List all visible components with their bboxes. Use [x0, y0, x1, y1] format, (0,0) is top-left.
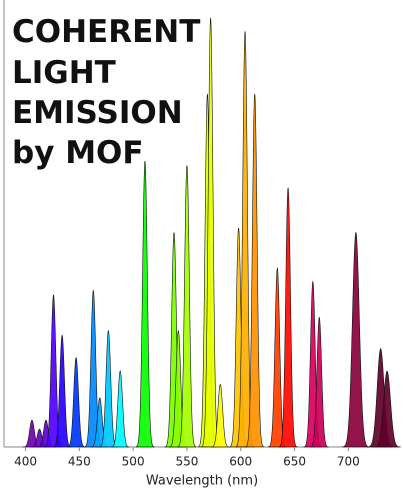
x-tick-label: 650: [283, 455, 306, 469]
peak: [52, 334, 72, 448]
title-line: COHERENT: [12, 14, 200, 50]
peak: [245, 93, 265, 448]
peak: [278, 187, 298, 448]
peak: [210, 383, 230, 448]
peak: [66, 356, 86, 448]
x-tick-label: 400: [14, 455, 37, 469]
peaks: [22, 17, 401, 448]
x-tick-label: 450: [68, 455, 91, 469]
title-line: by MOF: [12, 135, 144, 171]
x-tick-label: 700: [337, 455, 360, 469]
x-axis-label: Wavelength (nm): [146, 474, 258, 489]
peak: [309, 316, 329, 448]
x-tick-label: 550: [175, 455, 198, 469]
title-line: EMISSION: [12, 95, 183, 131]
title-line: LIGHT: [12, 55, 116, 91]
peak: [373, 370, 401, 448]
x-tick-label: 500: [122, 455, 145, 469]
peak: [342, 231, 370, 448]
peak: [135, 160, 155, 448]
peak: [177, 165, 197, 448]
peak: [110, 370, 130, 448]
x-tick-label: 600: [229, 455, 252, 469]
